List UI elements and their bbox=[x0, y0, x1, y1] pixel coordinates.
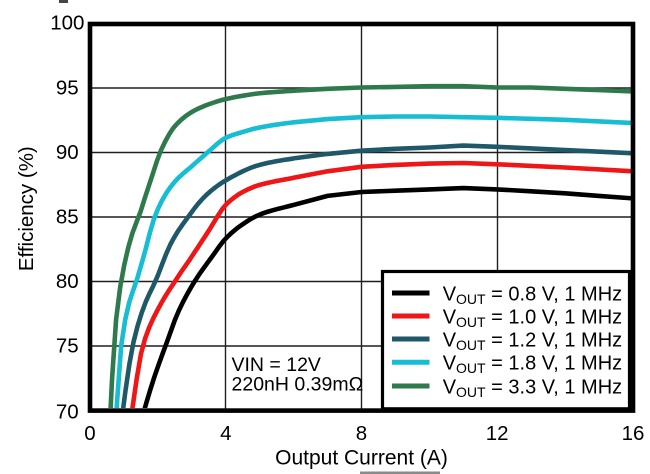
svg-text:Efficiency (%): Efficiency (%) bbox=[15, 146, 38, 271]
svg-text:80: 80 bbox=[56, 270, 79, 293]
svg-text:Output Current (A): Output Current (A) bbox=[275, 447, 448, 470]
svg-text:75: 75 bbox=[56, 335, 79, 358]
svg-text:16: 16 bbox=[622, 422, 645, 445]
svg-text:100: 100 bbox=[50, 12, 84, 35]
svg-text:VIN = 12V: VIN = 12V bbox=[232, 354, 321, 376]
svg-text:0: 0 bbox=[84, 422, 95, 445]
svg-text:220nH 0.39mΩ: 220nH 0.39mΩ bbox=[232, 374, 364, 396]
svg-text:70: 70 bbox=[56, 401, 79, 424]
svg-text:90: 90 bbox=[56, 141, 79, 164]
svg-text:VOUT = 1.8 V, 1 MHz: VOUT = 1.8 V, 1 MHz bbox=[443, 353, 622, 377]
svg-text:VOUT = 1.2 V, 1 MHz: VOUT = 1.2 V, 1 MHz bbox=[443, 329, 622, 353]
svg-text:12: 12 bbox=[486, 422, 509, 445]
svg-text:95: 95 bbox=[56, 77, 79, 100]
svg-text:VOUT = 0.8 V, 1 MHz: VOUT = 0.8 V, 1 MHz bbox=[443, 283, 622, 307]
svg-text:85: 85 bbox=[56, 206, 79, 229]
svg-text:VOUT = 1.0 V, 1 MHz: VOUT = 1.0 V, 1 MHz bbox=[443, 306, 622, 330]
svg-text:VOUT = 3.3 V, 1 MHz: VOUT = 3.3 V, 1 MHz bbox=[443, 376, 622, 400]
svg-text:4: 4 bbox=[220, 422, 231, 445]
svg-text:8: 8 bbox=[356, 422, 367, 445]
